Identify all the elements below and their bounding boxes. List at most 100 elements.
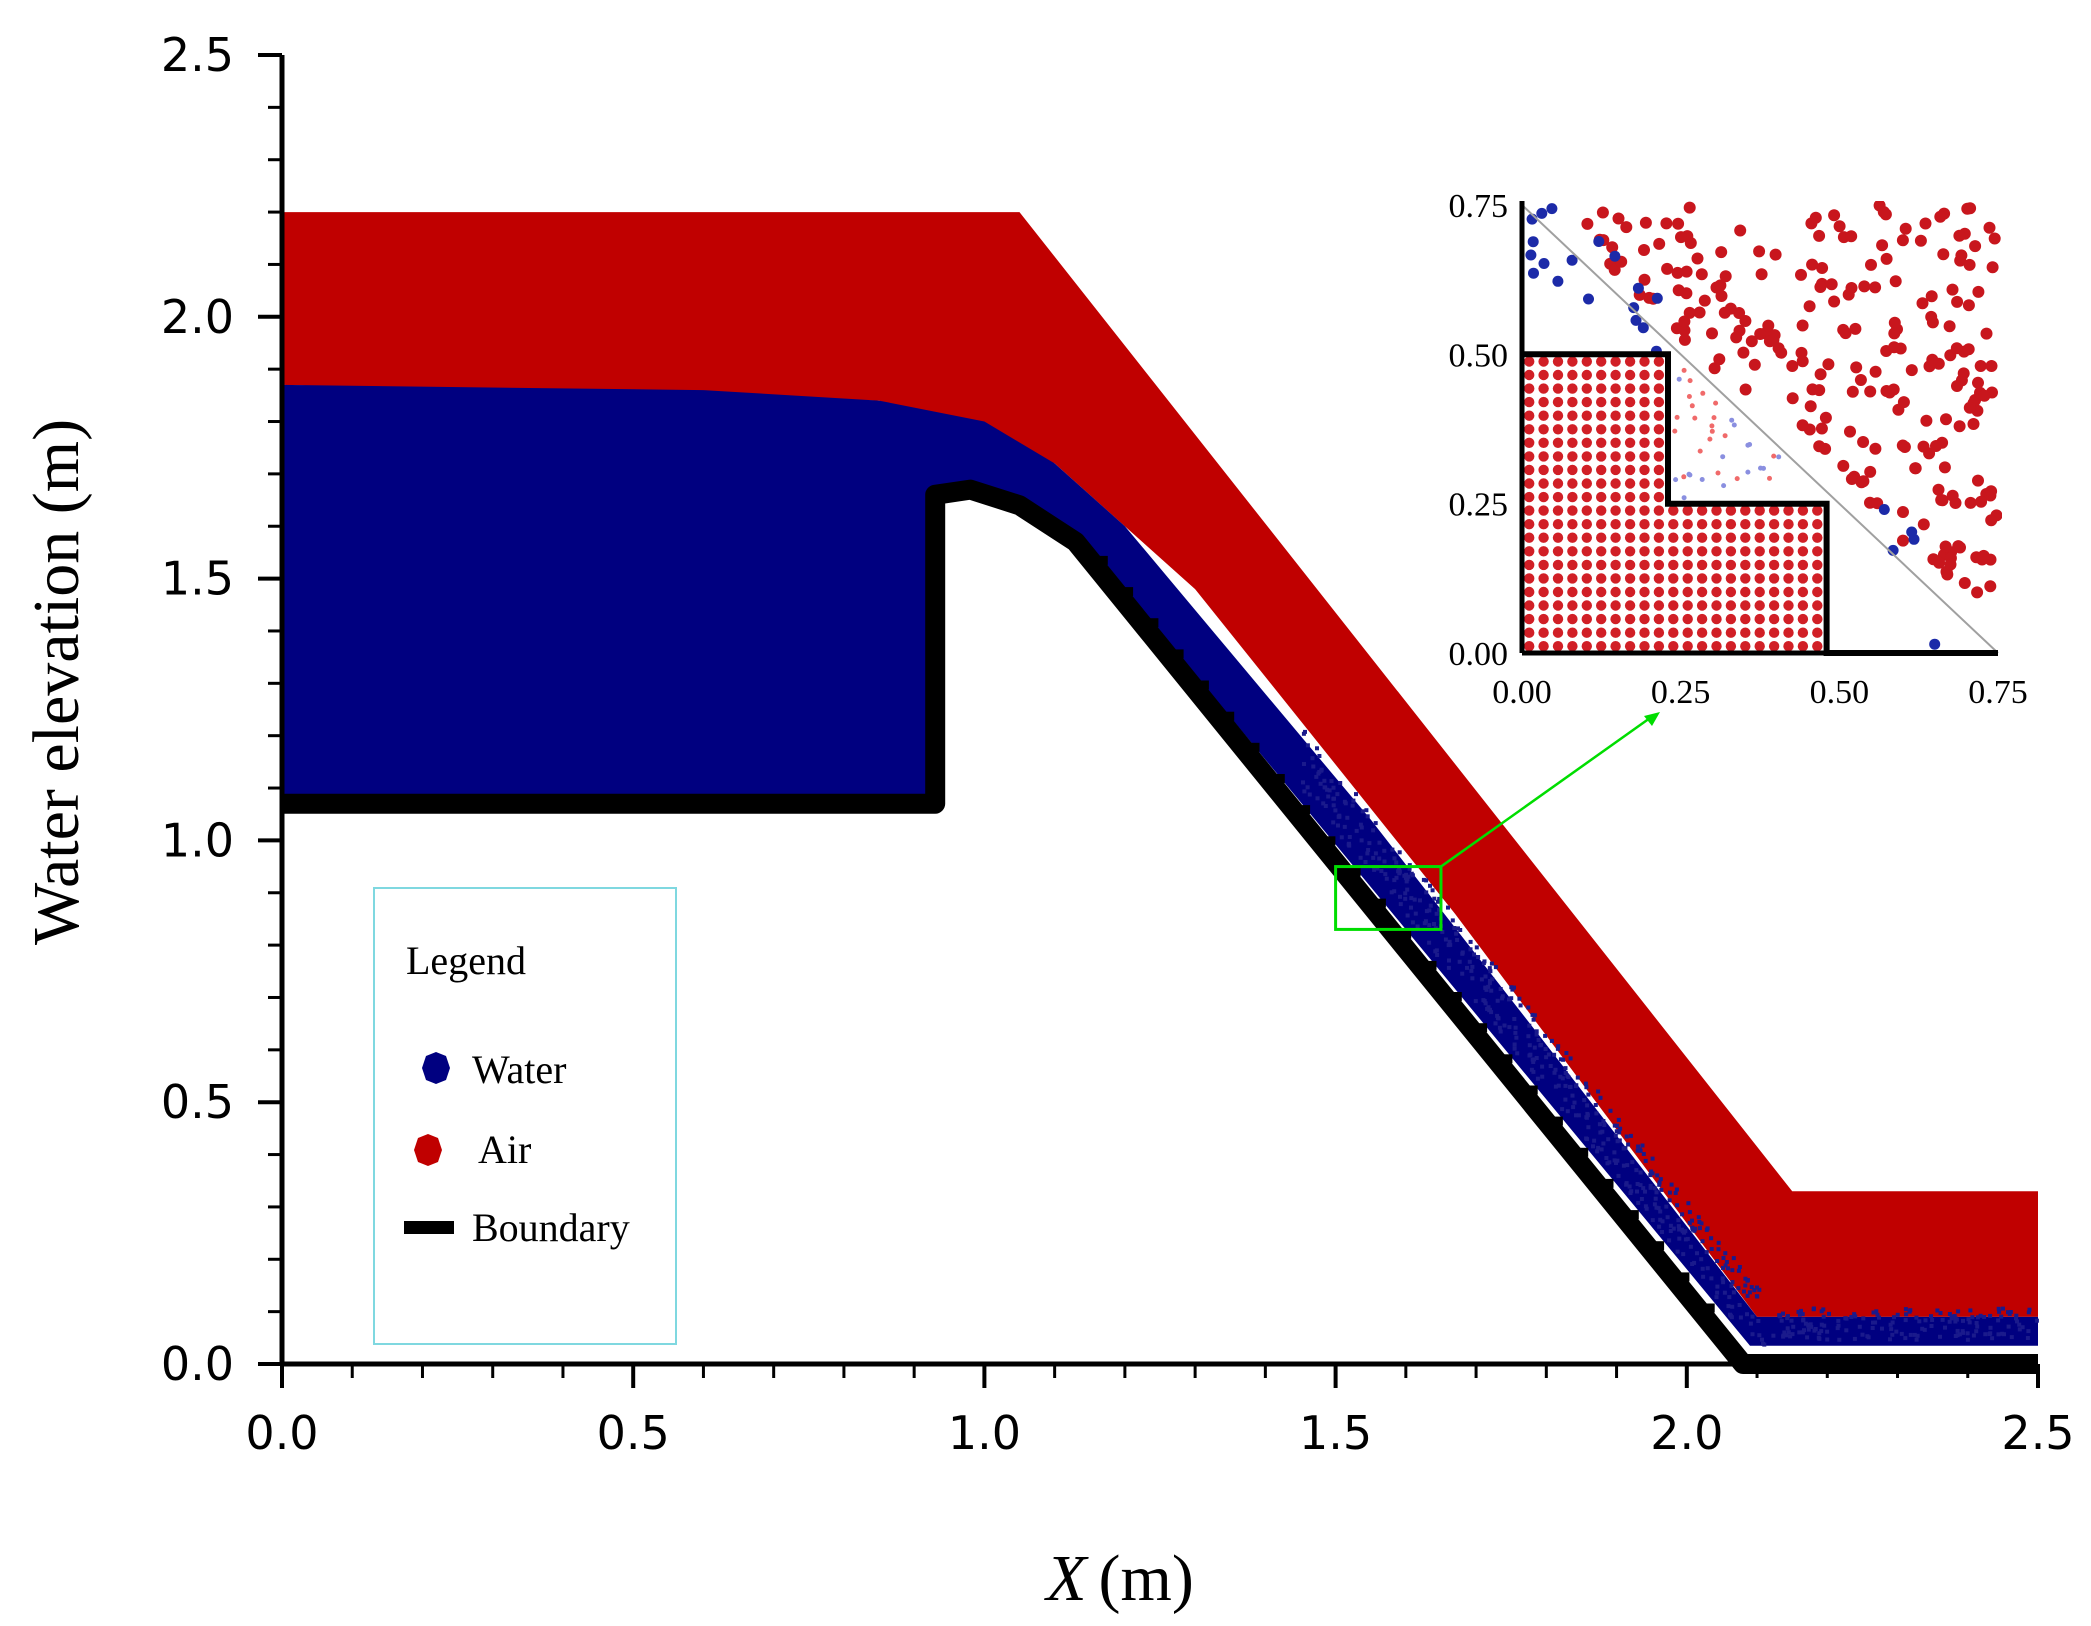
boundary-step <box>1098 555 1108 565</box>
inset-lattice-particle <box>1610 627 1621 638</box>
water-particle <box>1558 1074 1563 1079</box>
inset-air-particle <box>1858 280 1871 293</box>
water-particle <box>1544 1055 1549 1060</box>
inset-air-particle <box>1897 534 1909 547</box>
inset-lattice-particle <box>1567 505 1578 516</box>
water-particle <box>1690 1225 1695 1230</box>
water-particle <box>1564 1051 1569 1055</box>
inset-lattice-particle <box>1639 356 1650 367</box>
water-particle <box>1335 792 1340 797</box>
water-particle <box>1650 1218 1655 1223</box>
inset-water-particle <box>1651 292 1663 304</box>
water-particle <box>1367 841 1372 846</box>
water-particle <box>2002 1332 2006 1337</box>
inset-lattice-particle <box>1740 559 1751 571</box>
water-particle <box>1331 785 1336 790</box>
inset-lattice-particle <box>1639 491 1650 503</box>
inset-air-particle <box>1969 240 1982 253</box>
inset-lattice-particle <box>1538 532 1549 543</box>
water-particle <box>1428 883 1432 888</box>
water-particle <box>1493 965 1498 970</box>
water-particle <box>1637 1147 1642 1152</box>
water-particle <box>1371 855 1376 860</box>
inset-lattice-particle <box>1552 491 1564 503</box>
inset-air-particle <box>1943 320 1956 333</box>
water-particle <box>1467 959 1472 964</box>
boundary-step <box>1402 929 1412 939</box>
inset-air-particle <box>1819 411 1832 424</box>
inset-lattice-particle <box>1610 559 1621 571</box>
water-particle <box>1756 1319 1761 1323</box>
inset-lattice-particle <box>1567 559 1578 571</box>
water-particle <box>1530 1012 1535 1017</box>
water-particle <box>1392 889 1397 894</box>
water-particle <box>1667 1198 1672 1203</box>
inset-lattice-particle <box>1596 410 1607 421</box>
water-particle <box>1497 1025 1502 1030</box>
water-particle <box>1660 1230 1664 1234</box>
water-particle <box>1667 1190 1672 1195</box>
water-particle <box>1476 955 1481 959</box>
inset-lattice-particle <box>1610 437 1621 448</box>
inset-lattice-particle <box>1581 627 1593 638</box>
water-particle <box>1591 1144 1595 1149</box>
water-particle <box>1659 1187 1664 1192</box>
inset-air-particle <box>1958 577 1971 589</box>
inset-lattice-particle <box>1567 478 1578 489</box>
water-particle <box>1680 1229 1685 1234</box>
inset-air-particle <box>1925 310 1938 323</box>
inset-air-particle <box>1986 261 1999 274</box>
inset-air-particle <box>1837 323 1850 336</box>
water-particle <box>1552 1070 1557 1075</box>
y-axis-label: Water elevation (m) <box>20 419 93 945</box>
inset-lattice-particle <box>1624 546 1636 557</box>
water-particle <box>1371 828 1376 833</box>
inset-lattice-particle <box>1524 641 1535 652</box>
inset-lattice-particle <box>1552 396 1564 408</box>
inset-air-particle <box>1825 278 1838 291</box>
water-particle <box>1929 1314 1933 1319</box>
water-particle <box>1532 1045 1537 1050</box>
water-particle <box>1532 1013 1537 1018</box>
inset-lattice-particle <box>1639 613 1650 625</box>
inset-lattice-particle <box>1768 613 1780 625</box>
water-particle <box>1498 1029 1503 1034</box>
inset-faint-particle <box>1686 394 1692 399</box>
inset-lattice-particle <box>1682 627 1693 638</box>
water-particle <box>1904 1312 1909 1317</box>
water-particle <box>1908 1308 1913 1313</box>
water-particle <box>2026 1310 2031 1315</box>
inset-air-particle <box>1849 322 1862 335</box>
water-particle <box>1571 1105 1576 1110</box>
inset-faint-particle <box>1729 417 1735 423</box>
water-particle <box>1534 1032 1539 1037</box>
water-particle <box>1720 1276 1725 1281</box>
water-particle <box>1574 1113 1578 1118</box>
inset-water-particle <box>1609 250 1621 262</box>
inset-lattice-particle <box>1754 532 1765 543</box>
boundary-step <box>1301 805 1311 815</box>
water-particle <box>1658 1209 1663 1214</box>
water-particle <box>1929 1324 1934 1328</box>
water-particle <box>1978 1313 1983 1318</box>
inset-air-particle <box>1691 252 1704 265</box>
boundary-step <box>1199 680 1209 690</box>
inset-lattice-particle <box>1696 641 1708 652</box>
water-particle <box>2027 1307 2032 1312</box>
inset-lattice-particle <box>1653 424 1665 435</box>
water-particle <box>1975 1324 1980 1329</box>
water-particle <box>1723 1263 1728 1268</box>
water-particle <box>1510 987 1515 992</box>
water-particle <box>1693 1226 1698 1231</box>
inset-lattice-particle <box>1581 600 1593 611</box>
inset-lattice-particle <box>1567 519 1578 530</box>
water-particle <box>1805 1335 1810 1340</box>
boundary-step <box>1604 1178 1614 1188</box>
water-particle <box>1681 1252 1686 1257</box>
inset-faint-particle <box>1767 475 1772 481</box>
inset-air-particle <box>1887 383 1900 396</box>
water-particle <box>1515 1051 1520 1056</box>
inset-lattice-particle <box>1596 383 1607 394</box>
water-particle <box>1366 848 1371 852</box>
inset-lattice-particle <box>1682 586 1693 598</box>
